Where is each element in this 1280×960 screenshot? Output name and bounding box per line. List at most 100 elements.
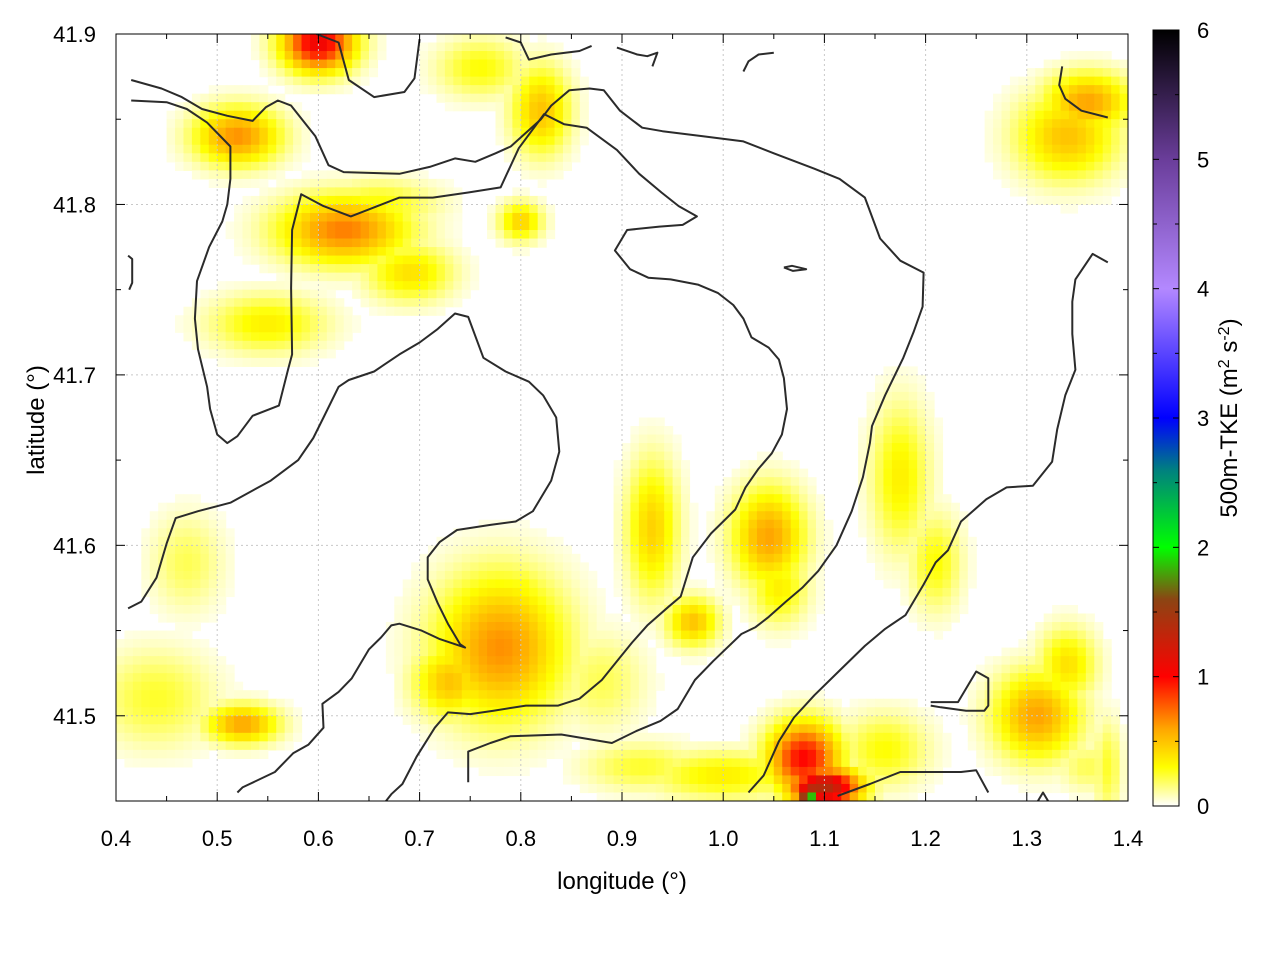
heat-cell [1077,630,1087,640]
heat-cell [183,587,193,598]
heat-cell [1009,178,1019,188]
heat-cell [512,238,522,248]
heat-cell [402,681,412,691]
heat-cell [579,570,589,581]
heat-cell [638,707,648,717]
heat-cell [1009,170,1019,180]
heat-cell [461,596,471,606]
heat-cell [1085,664,1095,674]
heat-cell [411,587,421,598]
heat-cell [562,553,572,563]
heat-cell [183,570,193,581]
heat-cell [630,724,640,734]
heat-cell [866,494,876,504]
heat-cell [891,732,901,742]
heat-cell [537,715,547,725]
heat-cell [369,281,379,291]
heat-cell [605,741,615,751]
heat-cell [453,715,463,725]
heat-cell [1102,187,1112,197]
heat-cell [428,204,438,214]
heat-cell [225,281,235,291]
heat-cell [1077,68,1087,78]
heat-cell [419,272,429,282]
heat-cell [436,698,446,708]
heat-cell [875,468,885,478]
heat-cell [478,528,488,538]
heat-cell [208,144,218,154]
heat-cell [664,502,674,512]
heat-cell [369,178,379,188]
heat-cell [875,545,885,555]
heat-cell [1077,102,1087,112]
heat-cell [478,42,488,52]
heat-cell [622,732,632,742]
heat-cell [925,468,935,478]
heat-cell [436,85,446,95]
heat-cell [360,255,370,265]
heat-cell [706,630,716,640]
heat-cell [976,732,986,742]
heat-cell [141,715,151,725]
heat-cell [571,119,581,129]
heat-cell [369,230,379,240]
heat-cell [1043,127,1053,137]
heat-cell [419,298,429,308]
heat-cell [984,144,994,154]
heat-cell [664,630,674,640]
heat-cell [554,136,564,146]
heat-cell [411,647,421,657]
heat-cell [1068,724,1078,734]
heat-cell [444,204,454,214]
heat-cell [630,783,640,794]
heat-cell [638,775,648,785]
heat-cell [200,698,210,708]
heat-cell [461,102,471,112]
heat-cell [217,170,227,180]
heat-cell [191,681,201,691]
heat-cell [1094,178,1104,188]
heat-cell [748,596,758,606]
heat-cell [1119,136,1128,146]
heat-cell [175,622,185,632]
heat-cell [267,230,277,240]
heat-cell [234,153,244,163]
heat-cell [318,68,328,78]
heat-cell [1001,673,1011,683]
heat-cell [554,51,564,61]
heat-cell [520,545,530,555]
heat-cell [1068,76,1078,86]
heat-cell [782,741,792,751]
heat-cell [790,724,800,734]
heat-cell [824,766,834,777]
heat-cell [208,656,218,666]
heat-cell [394,238,404,248]
heat-cell [714,749,724,759]
heat-cell [394,673,404,683]
heat-cell [512,161,522,171]
heat-cell [503,85,513,95]
heat-cell [512,570,522,581]
heat-cell [773,494,783,504]
heat-cell [554,110,564,120]
heat-cell [503,596,513,606]
heat-cell [259,715,269,725]
heat-cell [672,468,682,478]
heat-cell [520,639,530,649]
heat-cell [571,715,581,725]
heat-cell [1035,673,1045,683]
heat-cell [807,690,817,700]
heat-cell [799,587,809,598]
heat-cell [183,553,193,563]
heat-cell [638,570,648,581]
heat-cell [815,783,825,794]
heat-cell [596,664,606,674]
heat-cell [571,630,581,640]
heat-cell [773,528,783,538]
heat-cell [394,212,404,223]
heat-cell [503,110,513,120]
heat-cell [402,579,412,589]
heat-cell [1060,195,1070,206]
heat-cell [1001,85,1011,95]
heat-cell [622,528,632,538]
